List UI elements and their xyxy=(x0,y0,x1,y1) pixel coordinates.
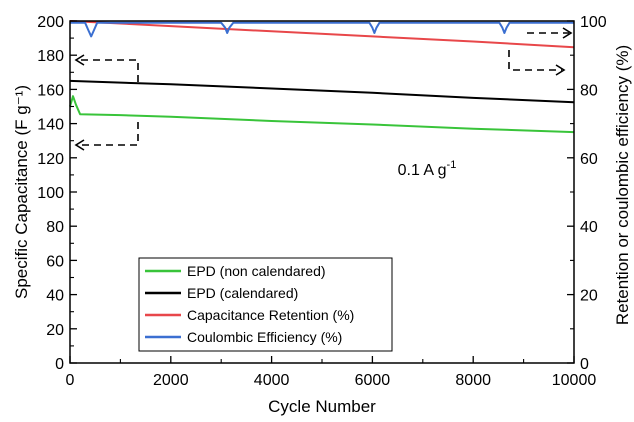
x-tick-label: 8000 xyxy=(455,372,491,389)
legend-items: EPD (non calendared) EPD (calendared) Capa… xyxy=(145,263,354,345)
legend-label-2: EPD (calendared) xyxy=(187,285,298,301)
y-tick-label: 40 xyxy=(46,288,64,305)
left-axis-arrow-upper xyxy=(78,59,139,82)
series-line-4 xyxy=(70,21,574,38)
y2-axis-title: Retention or coulombic efficiency (%) xyxy=(613,45,632,325)
y-tick-label: 180 xyxy=(37,48,64,65)
y2-tick-label: 0 xyxy=(580,356,589,373)
left-axis-arrow-upper-head xyxy=(74,54,85,66)
y2-tick-label: 80 xyxy=(580,82,598,99)
legend-label-1: EPD (non calendared) xyxy=(187,263,326,279)
legend-label-4: Coulombic Efficiency (%) xyxy=(187,329,342,345)
right-axis-arrow-lower xyxy=(508,50,562,71)
y-tick-label: 160 xyxy=(37,82,64,99)
y-tick-label: 200 xyxy=(37,14,64,31)
legend-label-3: Capacitance Retention (%) xyxy=(187,307,354,323)
y2-tick-label: 20 xyxy=(580,288,598,305)
right-axis-arrow-lower-head xyxy=(555,64,566,76)
y-tick-label: 80 xyxy=(46,219,64,236)
left-axis-arrow-lower xyxy=(78,122,139,146)
x-axis-title: Cycle Number xyxy=(268,397,376,416)
legend: EPD (non calendared) EPD (calendared) Capa… xyxy=(138,257,393,352)
y-axis-title: Specific Capacitance (F g⁻¹) xyxy=(12,85,31,299)
y-tick-label: 120 xyxy=(37,151,64,168)
x-axis: 0 2000 4000 6000 8000 10000 xyxy=(66,356,597,389)
x-tick-label: 10000 xyxy=(552,372,597,389)
series-line-2 xyxy=(69,79,575,104)
y-axis-left: 0 20 40 60 80 100 120 140 160 180 200 xyxy=(37,14,77,373)
y-tick-label: 100 xyxy=(37,185,64,202)
y2-tick-label: 60 xyxy=(580,151,598,168)
y-tick-label: 20 xyxy=(46,322,64,339)
y-tick-label: 140 xyxy=(37,117,64,134)
x-tick-label: 6000 xyxy=(355,372,391,389)
series-line-1 xyxy=(69,95,575,134)
y-tick-label: 0 xyxy=(55,356,64,373)
current-density-annotation: 0.1 A g-1 xyxy=(398,159,457,179)
series-line-3 xyxy=(69,20,575,49)
axis-arrows xyxy=(74,27,573,151)
x-tick-label: 0 xyxy=(66,372,75,389)
x-tick-label: 4000 xyxy=(254,372,290,389)
series-layer xyxy=(69,20,575,134)
left-axis-arrow-lower-head xyxy=(74,139,85,151)
legend-box xyxy=(138,257,393,352)
y-axis-right: 0 20 40 60 80 100 xyxy=(567,14,607,373)
annotation-superscript: -1 xyxy=(447,159,457,171)
y2-tick-label: 40 xyxy=(580,219,598,236)
y-tick-label: 60 xyxy=(46,253,64,270)
right-axis-arrow-upper-head xyxy=(562,27,573,39)
annotation-main: 0.1 A g xyxy=(398,162,447,179)
x-tick-label: 2000 xyxy=(153,372,189,389)
y2-tick-label: 100 xyxy=(580,14,607,31)
